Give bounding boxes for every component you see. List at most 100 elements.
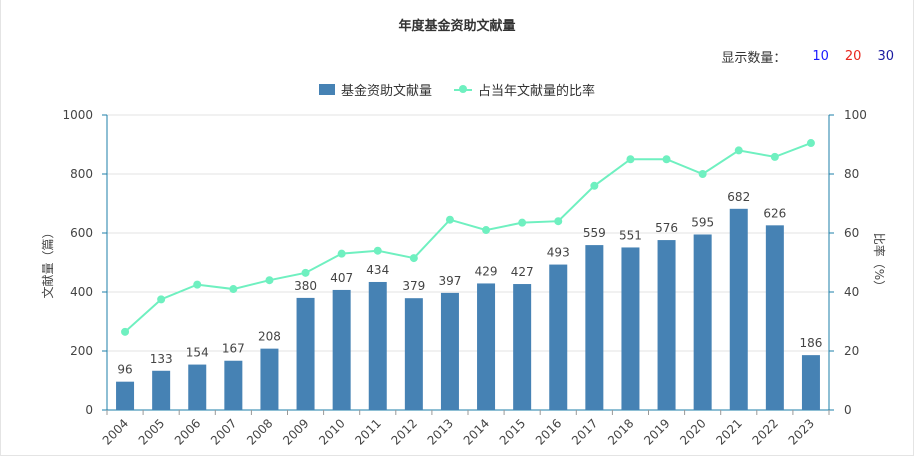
bar-value-label: 576 [655, 221, 678, 235]
ratio-point [626, 155, 635, 164]
x-tick-label: 2018 [605, 416, 636, 447]
bar [116, 381, 135, 410]
y-left-tick-label: 0 [85, 403, 93, 417]
ratio-point [482, 226, 491, 235]
display-count-option-30[interactable]: 30 [877, 49, 894, 64]
y-right-tick-label: 20 [844, 344, 859, 358]
x-tick-label: 2017 [569, 416, 600, 447]
legend-line-label: 占当年文献量的比率 [478, 84, 596, 99]
y-left-tick-label: 1000 [62, 108, 93, 122]
y-left-tick-label: 400 [70, 285, 93, 299]
bar [513, 284, 532, 410]
x-tick-label: 2006 [172, 416, 203, 447]
x-tick-label: 2005 [136, 416, 167, 447]
bar [801, 355, 820, 410]
x-tick-label: 2004 [100, 416, 131, 447]
bar-value-label: 559 [583, 226, 606, 240]
bar-value-label: 493 [547, 246, 570, 260]
ratio-point [662, 155, 671, 164]
ratio-point [770, 152, 779, 161]
ratio-point [337, 249, 346, 258]
bar-value-label: 407 [330, 271, 353, 285]
x-tick-label: 2016 [533, 416, 564, 447]
x-tick-label: 2007 [208, 416, 239, 447]
ratio-point [734, 146, 743, 155]
bar-value-label: 379 [402, 279, 425, 293]
bar [224, 360, 243, 410]
x-tick-label: 2009 [280, 416, 311, 447]
x-tick-label: 2022 [749, 416, 780, 447]
bar [152, 370, 171, 410]
y-right-tick-label: 80 [844, 167, 859, 181]
ratio-line [124, 142, 812, 333]
x-tick-label: 2015 [497, 416, 528, 447]
y-left-axis-title: 文献量（篇） [40, 226, 55, 298]
bar [296, 297, 315, 410]
ratio-point [806, 139, 815, 148]
bar [585, 245, 604, 410]
ratio-point [518, 218, 527, 227]
legend-item-bar[interactable]: 基金资助文献量 [318, 80, 432, 99]
y-left-tick-label: 200 [70, 344, 93, 358]
bar-value-label: 551 [619, 228, 642, 242]
bar [657, 240, 676, 410]
bar-value-label: 626 [763, 206, 786, 220]
display-count-option-20[interactable]: 20 [844, 49, 862, 64]
x-tick-label: 2011 [352, 416, 383, 447]
bar [260, 348, 279, 410]
chart-title: 年度基金资助文献量 [398, 19, 516, 34]
x-tick-label: 2013 [425, 416, 456, 447]
y-right-axis-title: 比率（%） [872, 233, 887, 292]
bar [188, 364, 207, 410]
bar-value-label: 154 [186, 346, 209, 360]
bar [368, 281, 387, 410]
bar [765, 225, 784, 410]
y-left-tick-label: 600 [70, 226, 93, 240]
x-tick-label: 2023 [786, 416, 817, 447]
y-left-tick-label: 800 [70, 167, 93, 181]
bar [549, 264, 568, 410]
ratio-point [409, 254, 418, 263]
bar-value-label: 133 [150, 352, 173, 366]
bar [729, 208, 748, 410]
bar-value-label: 434 [366, 263, 389, 277]
bar-value-label: 682 [727, 190, 750, 204]
ratio-point [229, 285, 238, 294]
y-right-tick-label: 100 [844, 108, 867, 122]
bar [621, 247, 640, 410]
bar [693, 234, 712, 410]
bar [404, 298, 423, 410]
bar-value-label: 186 [799, 336, 822, 350]
y-right-tick-label: 40 [844, 285, 859, 299]
ratio-point [193, 280, 202, 289]
display-count-label: 显示数量： [721, 51, 787, 66]
bar-value-label: 397 [438, 274, 461, 288]
ratio-point [373, 246, 382, 255]
x-tick-label: 2014 [461, 416, 492, 447]
legend-bar-swatch [318, 84, 335, 95]
bar-value-label: 429 [475, 264, 498, 278]
legend-line-swatch [454, 84, 472, 95]
ratio-point [590, 181, 599, 190]
ratio-point [301, 268, 310, 277]
ratio-point [121, 327, 130, 336]
chart-legend: 基金资助文献量 占当年文献量的比率 [0, 80, 914, 99]
ratio-point [265, 276, 274, 285]
ratio-point [157, 295, 166, 304]
bar [477, 283, 496, 410]
display-count-option-10[interactable]: 10 [812, 49, 829, 64]
ratio-point [698, 170, 707, 178]
bar-value-label: 595 [691, 215, 714, 229]
x-tick-label: 2019 [641, 416, 672, 447]
bar [440, 292, 459, 410]
x-tick-label: 2010 [316, 416, 347, 447]
bar-value-label: 96 [117, 363, 132, 377]
bar-value-label: 427 [511, 265, 534, 279]
legend-item-line[interactable]: 占当年文献量的比率 [454, 80, 595, 99]
x-tick-label: 2012 [388, 416, 419, 447]
bar [332, 289, 351, 410]
ratio-point [445, 215, 454, 224]
display-count-control: 显示数量： 10 20 30 [721, 47, 894, 66]
x-tick-label: 2020 [677, 416, 708, 447]
